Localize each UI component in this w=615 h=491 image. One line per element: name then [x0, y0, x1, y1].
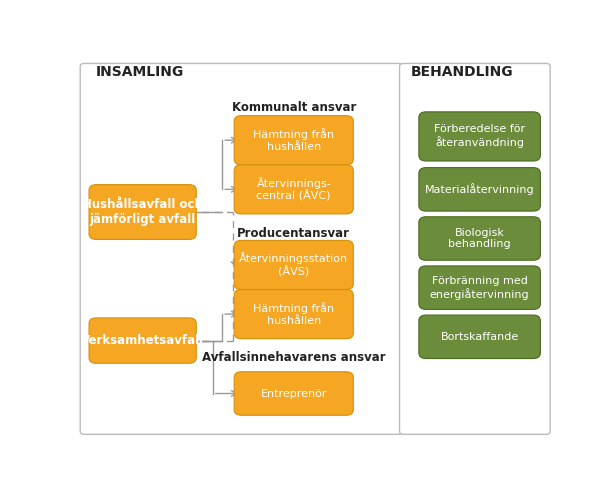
FancyBboxPatch shape: [419, 217, 541, 260]
FancyBboxPatch shape: [234, 290, 354, 339]
Text: Förberedelse för
återanvändning: Förberedelse för återanvändning: [434, 125, 525, 148]
FancyBboxPatch shape: [419, 167, 541, 211]
FancyBboxPatch shape: [234, 165, 354, 214]
Text: Hämtning från
hushållen: Hämtning från hushållen: [253, 129, 335, 152]
Text: Producentansvar: Producentansvar: [237, 227, 350, 240]
Text: Verksamhetsavfall: Verksamhetsavfall: [81, 334, 204, 347]
Text: Kommunalt ansvar: Kommunalt ansvar: [232, 101, 356, 114]
Text: Hushållsavfall och
jämförligt avfall: Hushållsavfall och jämförligt avfall: [82, 198, 203, 226]
FancyBboxPatch shape: [89, 185, 196, 240]
FancyBboxPatch shape: [234, 372, 354, 415]
Text: Materialåtervinning: Materialåtervinning: [425, 184, 534, 195]
FancyBboxPatch shape: [400, 63, 550, 435]
FancyBboxPatch shape: [89, 318, 196, 363]
Text: Återvinningsstation
(ÅVS): Återvinningsstation (ÅVS): [239, 252, 348, 277]
FancyBboxPatch shape: [419, 315, 541, 358]
Text: Avfallsinnehavarens ansvar: Avfallsinnehavarens ansvar: [202, 351, 386, 364]
Text: INSAMLING: INSAMLING: [96, 65, 184, 79]
FancyBboxPatch shape: [80, 63, 402, 435]
Text: BEHANDLING: BEHANDLING: [411, 65, 513, 79]
Text: Bortskaffande: Bortskaffande: [440, 332, 518, 342]
FancyBboxPatch shape: [419, 112, 541, 161]
Text: Biologisk
behandling: Biologisk behandling: [448, 228, 511, 249]
FancyBboxPatch shape: [234, 241, 354, 290]
Text: Förbränning med
energiåtervinning: Förbränning med energiåtervinning: [430, 276, 530, 300]
FancyBboxPatch shape: [419, 266, 541, 309]
Text: Entreprenör: Entreprenör: [261, 388, 327, 399]
Text: Återvinnings-
central (ÅVC): Återvinnings- central (ÅVC): [256, 177, 331, 202]
FancyBboxPatch shape: [234, 116, 354, 165]
Text: Hämtning från
hushållen: Hämtning från hushållen: [253, 302, 335, 326]
